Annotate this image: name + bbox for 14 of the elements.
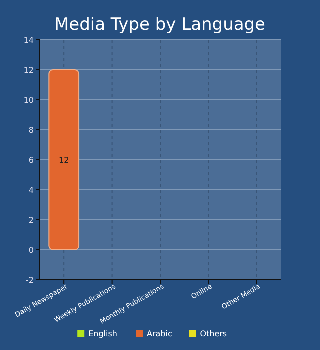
y-tick-label: -2	[26, 276, 34, 285]
chart-title: Media Type by Language	[54, 15, 266, 35]
y-tick-label: 8	[28, 126, 34, 135]
y-tick-label: 4	[28, 186, 34, 195]
legend-label: Others	[200, 330, 228, 338]
data-label: 12	[59, 156, 70, 165]
y-tick-label: 14	[24, 36, 34, 45]
y-tick-label: 10	[24, 96, 34, 105]
legend-label: English	[88, 330, 118, 338]
y-tick-label: 12	[24, 66, 34, 75]
y-tick-label: 0	[28, 246, 34, 255]
y-tick-label: 2	[28, 216, 34, 225]
y-tick-label: 6	[28, 156, 34, 165]
legend-label: Arabic	[147, 330, 172, 338]
